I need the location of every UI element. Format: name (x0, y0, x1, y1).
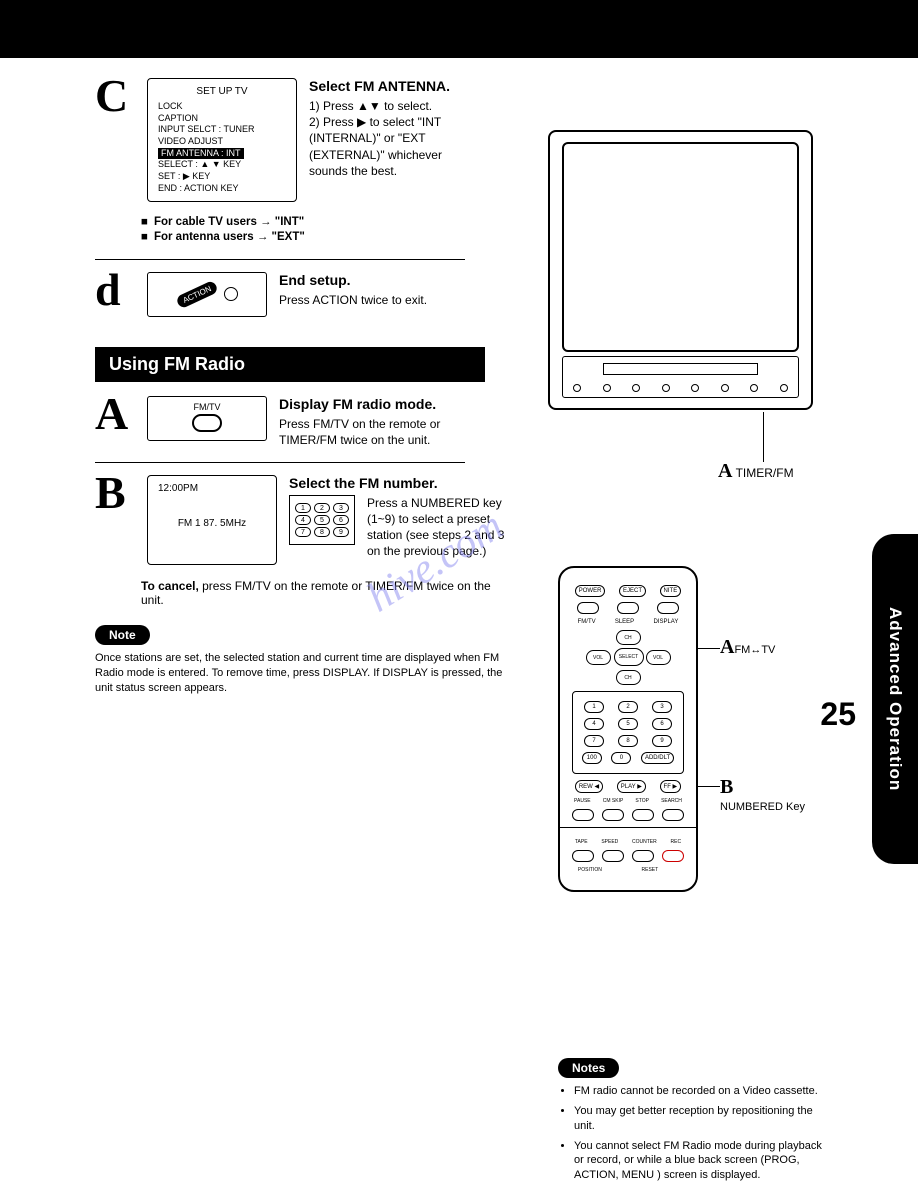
screen-footer: END : ACTION KEY (158, 183, 286, 195)
step-d-heading: End setup. (279, 272, 479, 288)
fmtv-label: FM/TV (192, 402, 222, 412)
step-a2-box: FM/TV (147, 396, 267, 441)
step-c-screen: SET UP TV LOCK CAPTION INPUT SELCT : TUN… (147, 78, 297, 202)
notes-label: Notes (558, 1058, 619, 1078)
step-c-heading: Select FM ANTENNA. (309, 78, 479, 94)
action-button-icon (224, 287, 238, 301)
note-item: FM radio cannot be recorded on a Video c… (574, 1084, 828, 1099)
note-item: You may get better reception by repositi… (574, 1104, 828, 1134)
tv-illustration (548, 130, 813, 410)
screen-line: INPUT SELCT : TUNER (158, 124, 286, 136)
screen-footer: SELECT : ▲ ▼ KEY (158, 159, 286, 171)
step-c-body1: 1) Press ▲▼ to select. (309, 98, 479, 114)
screen-time: 12:00PM (158, 482, 266, 495)
step-d-box: ACTION (147, 272, 267, 317)
step-d-letter: d (95, 272, 135, 309)
remote-callout-b: BNUMBERED Key (720, 774, 805, 814)
tv-illustration-wrap: A TIMER/FM (548, 130, 838, 410)
step-b2: B 12:00PM FM 1 87. 5MHz Select the FM nu… (95, 475, 868, 565)
notes-section: Notes FM radio cannot be recorded on a V… (558, 1058, 828, 1188)
action-icon: ACTION (175, 279, 219, 309)
screen-station: FM 1 87. 5MHz (158, 517, 266, 530)
separator (95, 462, 465, 463)
step-a2-letter: A (95, 396, 135, 433)
step-b2-letter: B (95, 475, 135, 512)
top-black-bar (0, 0, 918, 58)
step-a2-body: Press FM/TV on the remote or TIMER/FM tw… (279, 416, 479, 448)
remote-illustration: POWEREJECTNITE FM/TVSLEEPDISPLAY CH CH V… (558, 566, 698, 892)
cancel-text: To cancel, press FM/TV on the remote or … (141, 579, 501, 607)
screen-title: SET UP TV (158, 85, 286, 98)
screen-line: LOCK (158, 101, 286, 113)
side-tab: Advanced Operation (872, 534, 918, 864)
step-d-body: Press ACTION twice to exit. (279, 292, 479, 308)
step-c-body2: 2) Press ▶ to select "INT (INTERNAL)" or… (309, 114, 479, 179)
section-heading: Using FM Radio (95, 347, 485, 382)
tv-callout: A TIMER/FM (718, 460, 794, 483)
remote-callout-a: AFM↔TV (720, 636, 775, 659)
separator (95, 259, 465, 260)
step-b2-heading: Select the FM number. (289, 475, 509, 491)
page-number: 25 (820, 696, 856, 733)
fmtv-button-icon (192, 414, 222, 432)
note-text: Once stations are set, the selected stat… (95, 651, 505, 696)
keypad-illustration: 123 456 789 (289, 495, 355, 545)
step-a2-heading: Display FM radio mode. (279, 396, 479, 412)
screen-line: CAPTION (158, 113, 286, 125)
step-b2-body: Press a NUMBERED key (1~9) to select a p… (367, 495, 509, 560)
screen-footer: SET : ▶ KEY (158, 171, 286, 183)
step-b2-screen: 12:00PM FM 1 87. 5MHz (147, 475, 277, 565)
step-c-letter: C (95, 78, 135, 115)
note-item: You cannot select FM Radio mode during p… (574, 1139, 828, 1184)
note-label: Note (95, 625, 150, 645)
screen-line: VIDEO ADJUST (158, 136, 286, 148)
screen-highlighted: FM ANTENNA : INT (158, 148, 244, 160)
